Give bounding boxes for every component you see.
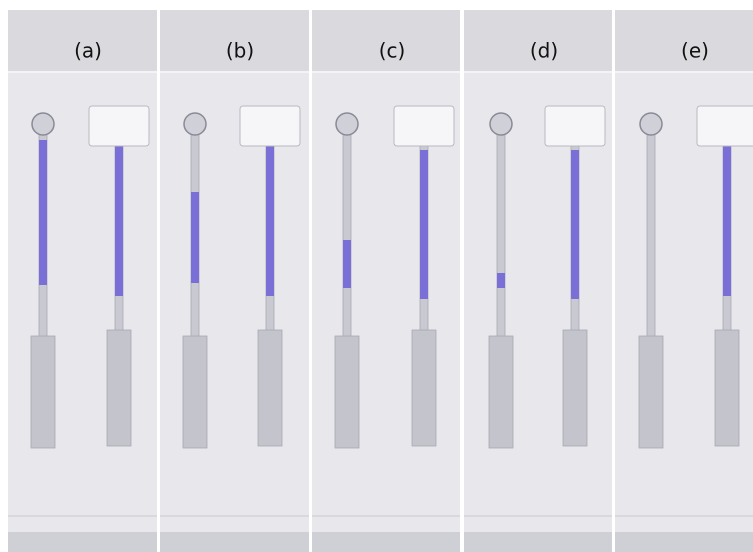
photo-composite: (a) (b) (c) (d) (e) [0, 0, 753, 552]
dye [420, 150, 428, 299]
outlet-well [563, 330, 587, 446]
outlet-well [639, 336, 663, 448]
channel [343, 130, 351, 338]
panel: (d) [464, 10, 612, 552]
outlet-well [107, 330, 131, 446]
panel-bottom [312, 532, 460, 552]
dye [497, 273, 505, 288]
panel-bottom [8, 532, 157, 552]
tape [89, 106, 149, 146]
panel-label: (a) [74, 39, 102, 63]
outlet-well [183, 336, 207, 448]
panel: (c) [312, 10, 460, 552]
inlet [490, 113, 512, 135]
inlet [32, 113, 54, 135]
panel-bottom [464, 532, 612, 552]
panel-bottom [160, 532, 309, 552]
panel-label: (d) [530, 39, 558, 63]
tape [394, 106, 454, 146]
channel [647, 130, 655, 338]
panel-label: (c) [379, 39, 406, 63]
tape [545, 106, 605, 146]
outlet-well [715, 330, 739, 446]
panel: (e) [615, 10, 753, 552]
panel: (a) [8, 10, 157, 552]
panel-bottom [615, 532, 753, 552]
outlet-well [335, 336, 359, 448]
dye [39, 140, 47, 285]
panel-label: (b) [226, 39, 254, 63]
dye [115, 145, 123, 296]
tape [697, 106, 753, 146]
tape [240, 106, 300, 146]
inlet [184, 113, 206, 135]
inlet [336, 113, 358, 135]
channel [497, 130, 505, 338]
dye [191, 192, 199, 283]
dye [571, 150, 579, 299]
outlet-well [31, 336, 55, 448]
outlet-well [489, 336, 513, 448]
dye [266, 145, 274, 296]
dye [723, 145, 731, 296]
outlet-well [412, 330, 436, 446]
outlet-well [258, 330, 282, 446]
panel-label: (e) [681, 39, 709, 63]
panel: (b) [160, 10, 309, 552]
dye [343, 240, 351, 288]
inlet [640, 113, 662, 135]
